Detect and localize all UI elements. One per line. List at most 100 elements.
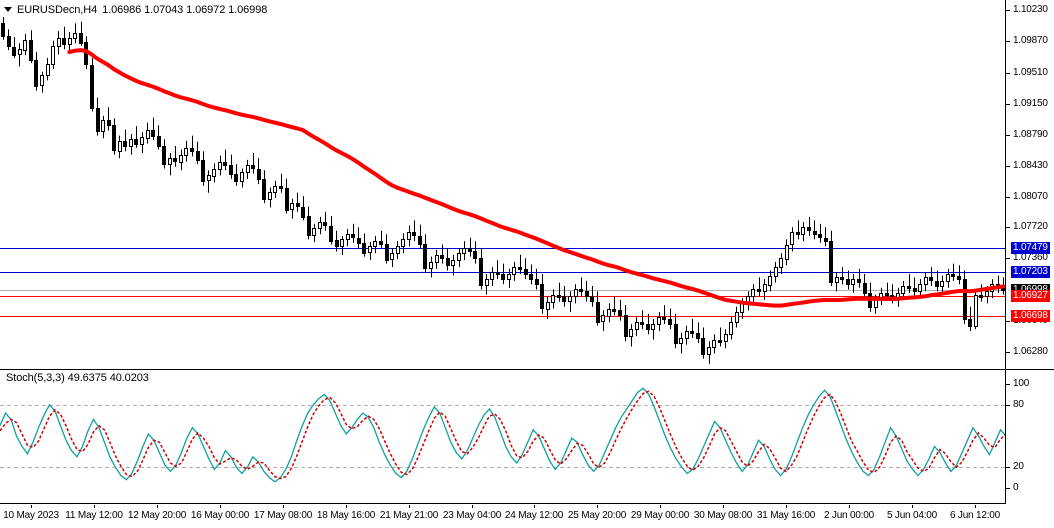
stoch-tick-label: 80 — [1013, 399, 1024, 410]
candle — [96, 97, 100, 136]
candle — [62, 26, 66, 50]
candle — [7, 29, 11, 51]
candle — [779, 253, 783, 274]
stochastic-scale-axis[interactable]: 100 80 20 0 — [1006, 370, 1054, 504]
candle — [774, 261, 778, 283]
price-tick-label: 1.09510 — [1013, 67, 1048, 78]
candle — [418, 224, 422, 249]
candle — [507, 268, 511, 288]
price-tick-label: 1.08070 — [1013, 191, 1048, 202]
candle — [757, 277, 761, 297]
candle — [101, 115, 105, 139]
candle — [512, 261, 516, 281]
moving-average-line — [67, 48, 1005, 308]
stoch-tick — [1006, 384, 1010, 385]
candle — [763, 279, 767, 300]
candle — [690, 318, 694, 338]
price-tick-label: 1.07360 — [1013, 252, 1048, 263]
candle — [234, 164, 238, 186]
candle — [196, 141, 200, 165]
candle — [257, 158, 261, 185]
candle — [679, 332, 683, 354]
candle — [362, 233, 366, 257]
candle — [963, 270, 967, 325]
price-tick — [1006, 104, 1010, 105]
stoch-tick-label: 100 — [1013, 378, 1030, 389]
candle — [357, 227, 361, 249]
candle — [29, 30, 33, 64]
price-tick — [1006, 41, 1010, 42]
candle — [118, 135, 122, 159]
candle — [68, 31, 72, 51]
candle — [940, 275, 944, 295]
candle — [701, 327, 705, 359]
candle — [979, 284, 983, 302]
candle — [829, 230, 833, 287]
candle — [729, 317, 733, 340]
chevron-down-icon[interactable] — [4, 7, 12, 12]
price-tick — [1006, 227, 1010, 228]
price-tick — [1006, 352, 1010, 353]
candle — [662, 305, 666, 325]
price-badge-resistance-level-2[interactable]: 1.07203 — [1011, 266, 1050, 278]
candle — [501, 263, 505, 285]
time-scale-axis[interactable]: 10 May 2023 11 May 12:00 12 May 20:00 16 Ma… — [0, 505, 1054, 528]
candle — [840, 267, 844, 285]
candle — [796, 220, 800, 240]
candle — [724, 329, 728, 349]
price-plot-area[interactable] — [0, 0, 1006, 369]
symbol-timeframe-label: EURUSDecn,H4 — [17, 3, 98, 16]
price-badge-resistance-level-1[interactable]: 1.07479 — [1011, 242, 1050, 254]
candle — [440, 244, 444, 264]
stoch-tick-label: 0 — [1013, 482, 1019, 493]
candle — [863, 273, 867, 297]
price-tick-label: 1.09150 — [1013, 98, 1048, 109]
stochastic-indicator-pane[interactable]: Stoch(5,3,3) 49.6375 40.0203 100 80 20 0 — [0, 370, 1054, 505]
price-badge-support-level-2[interactable]: 1.06698 — [1011, 310, 1050, 322]
candle — [635, 317, 639, 337]
candle — [640, 310, 644, 330]
price-scale-axis[interactable]: 1.10230 1.09870 1.09510 1.09150 1.08790 1.084… — [1006, 0, 1054, 369]
candle — [646, 313, 650, 335]
candle — [201, 151, 205, 186]
time-tick-label: 2 Jun 00:00 — [823, 510, 875, 521]
candle — [718, 327, 722, 347]
candle — [318, 216, 322, 235]
candle — [457, 248, 461, 268]
candle — [335, 230, 339, 252]
candle — [273, 180, 277, 198]
price-chart-pane[interactable]: EURUSDecn,H4 1.06986 1.07043 1.06972 1.0… — [0, 0, 1054, 370]
candle — [674, 313, 678, 349]
stochastic-svg — [0, 387, 1005, 483]
time-tick — [534, 505, 535, 508]
candle — [229, 154, 233, 179]
time-tick-label: 10 May 2023 — [3, 510, 59, 521]
price-candlestick-svg — [0, 11, 1005, 364]
candle — [907, 273, 911, 293]
price-tick-label: 1.07720 — [1013, 221, 1048, 232]
candle — [612, 296, 616, 316]
candle — [151, 117, 155, 140]
candle — [807, 216, 811, 236]
candle — [184, 140, 188, 162]
candle — [401, 233, 405, 254]
candle — [768, 270, 772, 292]
candle — [801, 222, 805, 242]
candle — [168, 152, 172, 176]
price-badge-support-level-1[interactable]: 1.06927 — [1011, 290, 1050, 302]
candle — [462, 241, 466, 261]
candle — [218, 155, 222, 176]
time-tick-label: 23 May 04:00 — [442, 510, 502, 521]
candle — [173, 146, 177, 167]
candle — [668, 308, 672, 330]
candle — [12, 37, 16, 58]
candle — [285, 178, 289, 214]
candle — [846, 270, 850, 290]
stochastic-plot-area[interactable] — [0, 370, 1006, 504]
time-tick — [786, 505, 787, 508]
candle — [157, 125, 161, 150]
stoch-tick — [1006, 488, 1010, 489]
candle — [974, 291, 978, 330]
price-tick — [1006, 73, 1010, 74]
candle — [412, 220, 416, 242]
